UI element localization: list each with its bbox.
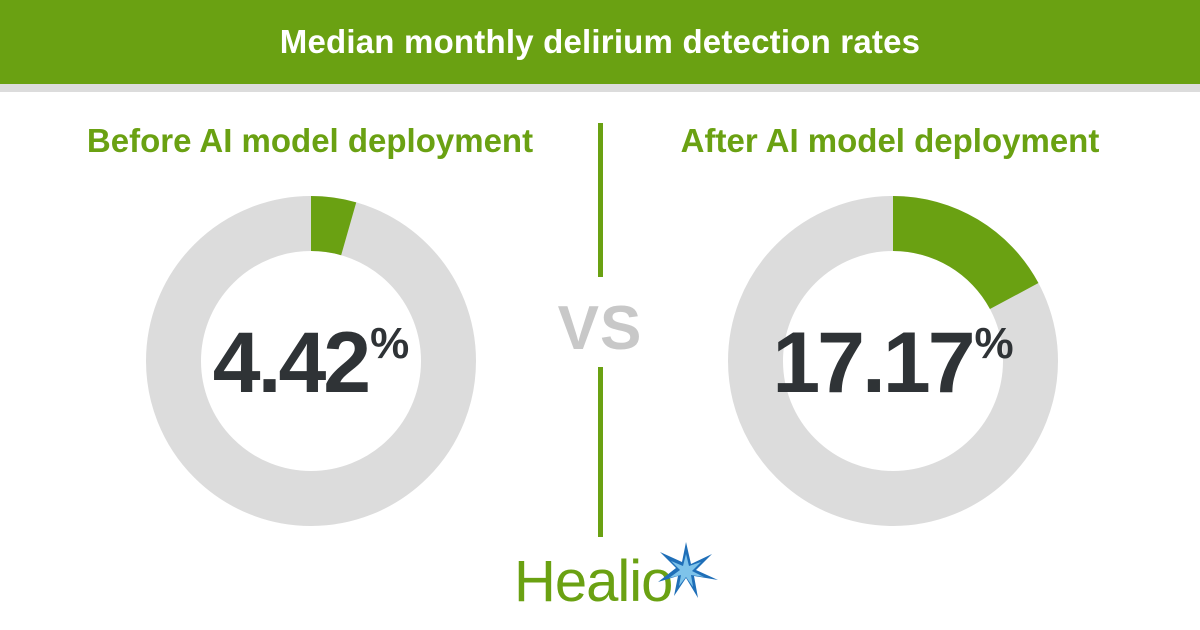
vs-label: VS — [557, 294, 643, 363]
before-donut-slice — [311, 196, 357, 256]
healio-logo: Healio — [514, 538, 734, 618]
before-panel-title: Before AI model deployment — [86, 122, 534, 159]
before-donut-chart — [146, 196, 476, 526]
page-title: Median monthly delirium detection rates — [279, 23, 921, 60]
header-divider — [0, 84, 1200, 92]
before-value-unit: % — [370, 319, 410, 368]
star-burst-icon — [658, 542, 718, 598]
after-value-number: 17.17 — [772, 315, 975, 411]
header-bar: Median monthly delirium detection rates — [0, 0, 1200, 84]
before-value: 4.42% — [146, 318, 476, 408]
after-donut-slice — [893, 196, 1039, 310]
center-divider-top — [598, 123, 603, 277]
after-donut-chart — [728, 196, 1058, 526]
after-panel-title: After AI model deployment — [680, 122, 1100, 159]
after-value: 17.17% — [728, 318, 1058, 408]
center-divider-bottom — [598, 367, 603, 537]
before-value-number: 4.42 — [212, 315, 371, 411]
logo-text: Healio — [514, 549, 673, 614]
after-value-unit: % — [974, 319, 1014, 368]
